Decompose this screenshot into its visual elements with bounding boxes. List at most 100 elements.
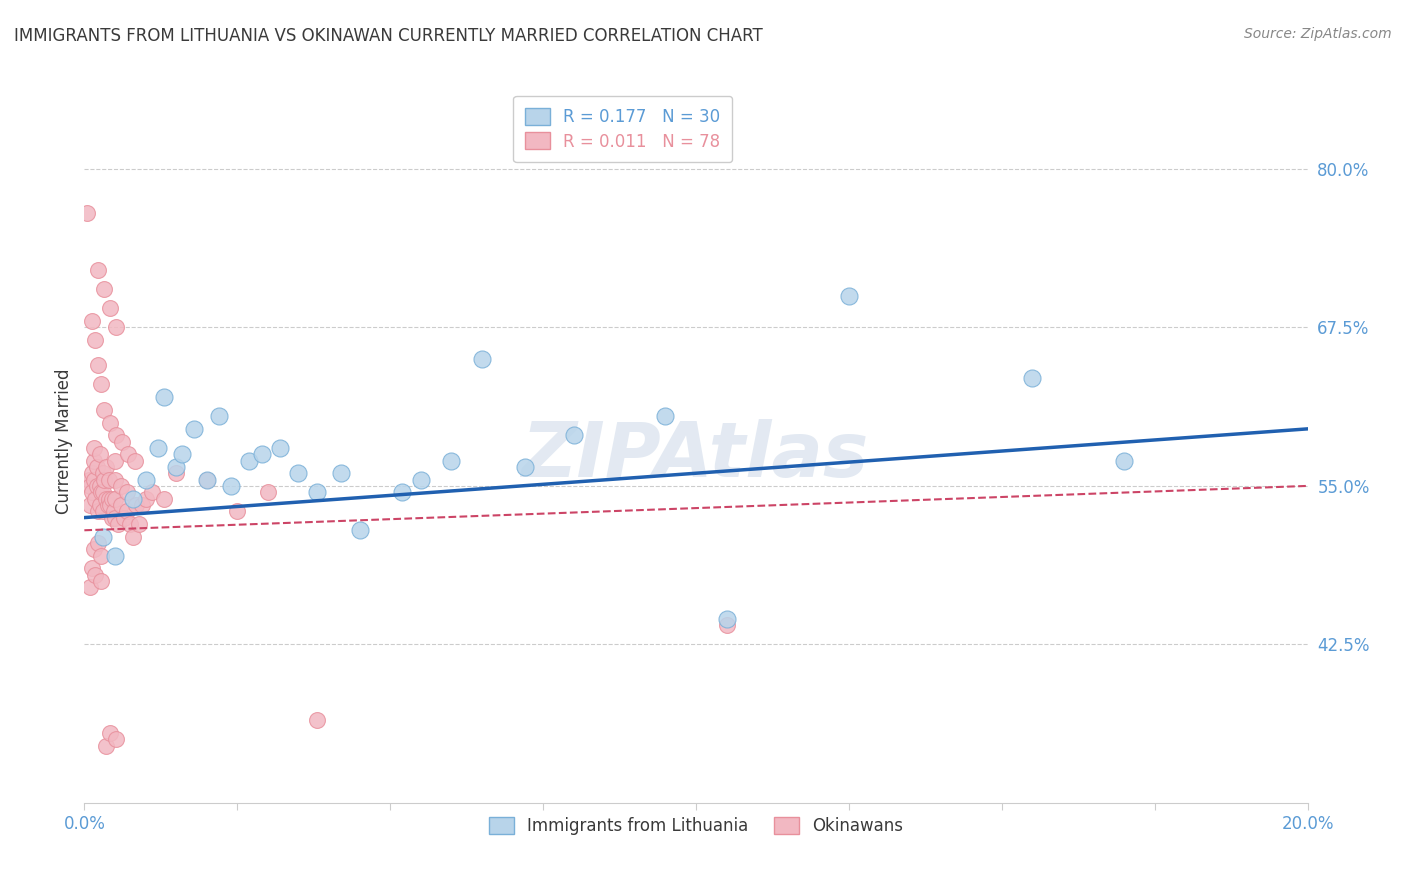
Point [84,333,107,347]
Point [562,428,585,442]
Point [83,441,105,455]
Point [105,428,128,442]
Point [226,504,249,518]
Text: Source: ZipAtlas.com: Source: ZipAtlas.com [1244,27,1392,41]
Point [440,453,463,467]
Point [91,485,114,500]
Point [165,459,187,474]
Point [86,479,108,493]
Point [90,377,112,392]
Point [103,504,125,518]
Point [97,491,120,506]
Point [471,352,494,367]
Point [93,402,115,417]
Point [172,447,194,461]
Point [269,441,291,455]
Point [208,409,231,424]
Point [122,530,145,544]
Point [305,714,328,728]
Point [87,359,110,373]
Point [87,263,110,277]
Point [654,409,676,424]
Point [195,473,218,487]
Point [1114,453,1136,467]
Point [716,612,738,626]
Text: ZIPAtlas: ZIPAtlas [522,419,870,493]
Point [98,726,121,740]
Point [349,523,371,537]
Point [716,618,738,632]
Point [104,473,127,487]
Point [79,479,101,493]
Point [1021,371,1043,385]
Point [110,479,132,493]
Point [87,504,110,518]
Point [107,516,129,531]
Point [97,498,120,512]
Point [79,580,101,594]
Point [101,510,124,524]
Point [83,453,105,467]
Point [141,485,163,500]
Point [112,510,135,524]
Point [90,549,112,563]
Point [105,320,128,334]
Point [80,314,103,328]
Point [115,485,138,500]
Legend: Immigrants from Lithuania, Okinawans: Immigrants from Lithuania, Okinawans [479,807,912,845]
Point [76,206,98,220]
Point [91,504,114,518]
Point [131,498,153,512]
Point [86,459,108,474]
Point [84,491,107,506]
Point [111,434,134,449]
Point [93,282,115,296]
Point [90,485,112,500]
Point [93,473,115,487]
Point [82,467,104,481]
Point [287,467,309,481]
Point [165,467,187,481]
Text: IMMIGRANTS FROM LITHUANIA VS OKINAWAN CURRENTLY MARRIED CORRELATION CHART: IMMIGRANTS FROM LITHUANIA VS OKINAWAN CU… [14,27,763,45]
Point [105,732,128,747]
Point [153,390,176,404]
Point [97,473,120,487]
Point [135,473,157,487]
Point [84,567,107,582]
Point [838,289,860,303]
Point [104,510,127,524]
Point [330,467,353,481]
Point [94,491,117,506]
Point [135,491,157,506]
Point [409,473,432,487]
Point [219,479,242,493]
Point [83,542,105,557]
Point [238,453,260,467]
Point [110,498,132,512]
Point [89,447,111,461]
Point [79,498,101,512]
Point [120,516,142,531]
Y-axis label: Currently Married: Currently Married [55,368,73,515]
Point [104,453,127,467]
Point [153,491,176,506]
Point [125,498,148,512]
Point [513,459,536,474]
Point [89,479,111,493]
Point [91,467,114,481]
Point [98,498,121,512]
Point [250,447,273,461]
Point [124,453,146,467]
Point [122,491,145,506]
Point [195,473,218,487]
Point [80,485,103,500]
Point [101,491,124,506]
Point [257,485,280,500]
Point [87,536,110,550]
Point [391,485,413,500]
Point [98,301,121,316]
Point [83,473,105,487]
Point [77,473,100,487]
Point [89,498,111,512]
Point [104,491,127,506]
